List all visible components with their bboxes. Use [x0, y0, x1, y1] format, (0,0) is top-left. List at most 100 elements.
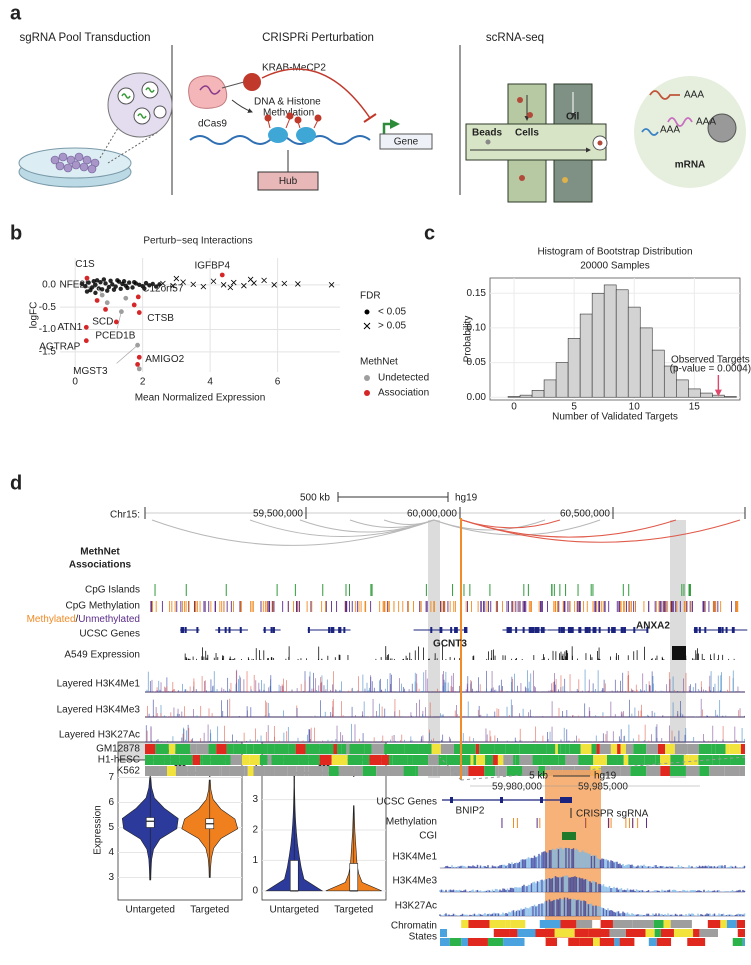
track-label: GM12878	[96, 744, 140, 755]
chromatin-state	[249, 755, 260, 765]
chromatin-state	[308, 755, 320, 765]
section-title: scRNA-seq	[486, 32, 544, 44]
x-axis-label: Number of Validated Targets	[552, 412, 678, 423]
chromatin-state	[473, 755, 477, 765]
chromatin-state	[656, 938, 672, 946]
highlight	[428, 520, 440, 778]
sgrna-label: CRISPR sgRNA	[576, 809, 649, 820]
chromatin-state	[617, 755, 624, 765]
gene-label: ANXA2	[636, 621, 670, 632]
chromatin-state	[688, 755, 699, 765]
chromatin-state	[200, 755, 203, 765]
chromatin-state	[354, 766, 363, 776]
point	[271, 282, 277, 288]
leader-line	[116, 311, 122, 329]
chromatin-state	[522, 766, 539, 776]
exon	[330, 627, 333, 633]
chromatin-state	[347, 755, 363, 765]
point	[136, 354, 142, 360]
chromatin-state	[225, 755, 231, 765]
bar	[639, 327, 653, 398]
methyl-marks	[264, 112, 322, 129]
chromatin-state	[453, 744, 462, 754]
y-tick-label: 4	[108, 847, 114, 858]
chromatin-state	[319, 755, 332, 765]
leader-line	[116, 344, 138, 364]
exon	[536, 627, 539, 633]
point	[86, 280, 91, 285]
chromatin-state	[560, 920, 577, 928]
chromatin-state	[388, 755, 393, 765]
legend-symbol	[363, 322, 371, 330]
bar	[615, 289, 629, 398]
panel-label: a	[10, 2, 22, 24]
exon	[224, 627, 227, 633]
track-label: H1-hESC	[98, 755, 140, 766]
annotation: (p-value = 0.0004)	[670, 364, 751, 375]
chromatin-state	[362, 755, 370, 765]
point-label: MGST3	[73, 366, 108, 377]
point-label: C1S	[75, 259, 95, 270]
chromatin-state	[465, 766, 469, 776]
chromatin-state	[388, 766, 404, 776]
chromatin-state	[724, 766, 740, 776]
chromatin-state	[593, 938, 600, 946]
point	[190, 281, 197, 288]
chromatin-state	[630, 766, 647, 776]
chromatin-state	[179, 755, 193, 765]
chromatin-state	[683, 755, 689, 765]
chromatin-state	[712, 755, 720, 765]
chromatin-state	[304, 766, 309, 776]
point	[142, 286, 147, 291]
chromatin-state	[319, 744, 330, 754]
chromatin-state	[331, 755, 348, 765]
exon	[307, 627, 310, 633]
chromatin-state	[558, 755, 566, 765]
chromatin-state	[699, 766, 710, 776]
chromatin-state	[660, 766, 670, 776]
meth-key: /	[76, 614, 79, 625]
point	[111, 287, 117, 292]
x-tick-label: 4	[207, 377, 213, 388]
chromatin-state	[226, 744, 234, 754]
chromatin-state	[216, 744, 227, 754]
box	[349, 863, 359, 892]
label: AAA	[684, 90, 704, 101]
point	[99, 292, 105, 298]
chromatin-state	[210, 755, 226, 765]
chromatin-state	[721, 938, 733, 946]
chromatin-state	[623, 755, 629, 765]
chromatin-state	[485, 755, 494, 765]
chromatin-state	[328, 766, 339, 776]
chromatin-state	[711, 744, 716, 754]
chromatin-state	[175, 744, 191, 754]
exon	[430, 627, 433, 633]
point	[123, 295, 129, 301]
chromatin-state	[519, 755, 533, 765]
legend-label: Undetected	[378, 373, 429, 384]
chromatin-state	[687, 938, 706, 946]
chromatin-state	[461, 744, 476, 754]
chromatin-state	[654, 929, 661, 937]
association-arc	[433, 519, 601, 536]
chromatin-state	[145, 766, 160, 776]
chromatin-state	[601, 766, 612, 776]
exon	[530, 627, 533, 633]
point	[247, 276, 254, 283]
chromatin-state	[698, 744, 701, 754]
point-label: AGTRAP	[39, 341, 80, 352]
chromatin-state	[535, 744, 547, 754]
exon	[182, 627, 185, 633]
chromatin-state	[663, 920, 671, 928]
chromatin-state	[685, 766, 700, 776]
legend-title: FDR	[360, 291, 381, 302]
point	[136, 310, 142, 315]
point	[143, 280, 149, 286]
arrow	[231, 99, 253, 113]
track-label: Methylation	[386, 817, 437, 828]
exon	[339, 627, 342, 633]
assembly: hg19	[455, 493, 478, 504]
chromatin-state	[219, 766, 222, 776]
chromatin-state	[369, 755, 382, 765]
chromatin-state	[479, 744, 495, 754]
